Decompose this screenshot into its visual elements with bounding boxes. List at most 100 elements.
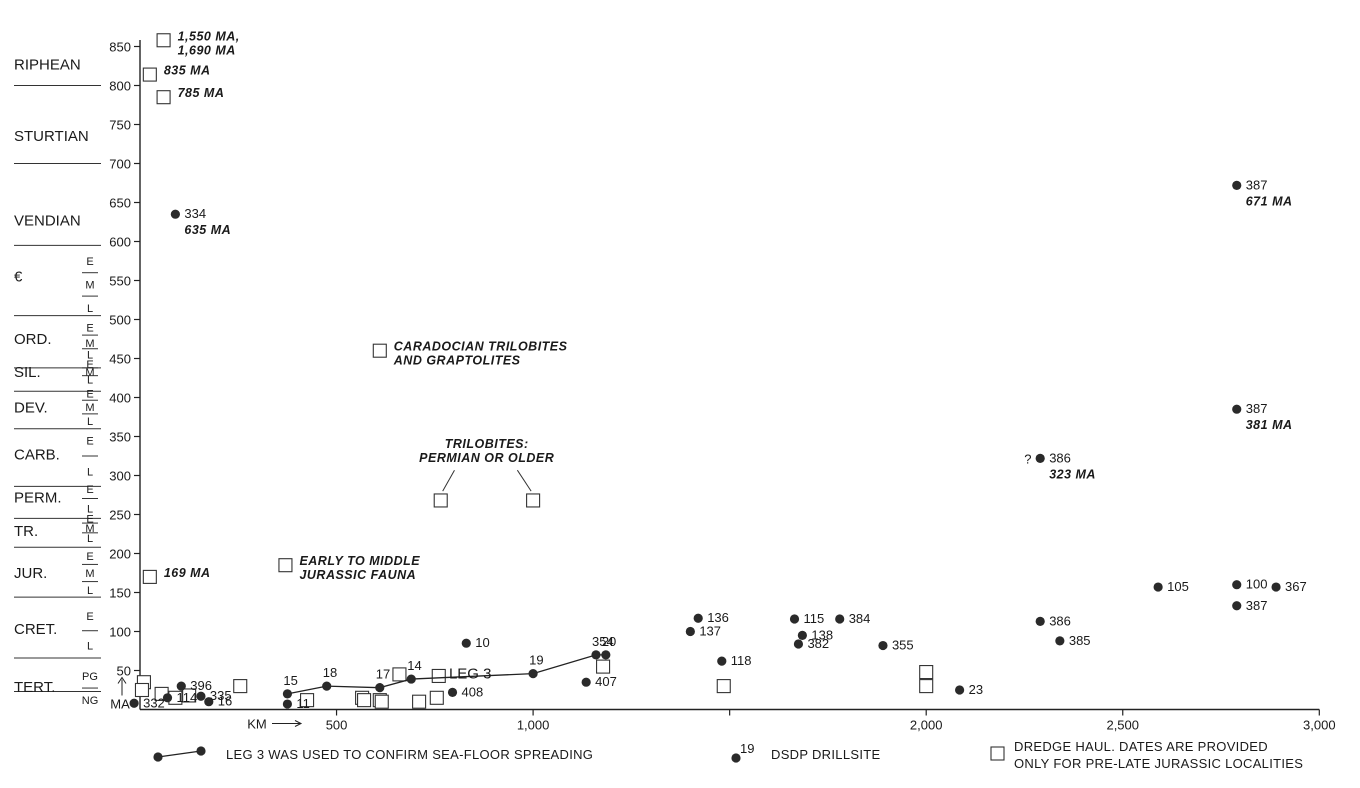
legend-text-drillsite: DSDP DRILLSITE [771, 747, 880, 762]
drillsite-label: 114 [177, 690, 198, 705]
chart-axes: 50 100 150 200 250 300 350 400 450 500 550 600 650 70… [109, 40, 1335, 733]
dredge-haul-label: 1,550 MA, [178, 29, 240, 43]
drillsite-label: 14 [407, 658, 421, 673]
epoch-label: L [87, 303, 93, 315]
epoch-label: M [85, 523, 94, 535]
drillsite-label: 16 [218, 694, 232, 709]
drillsite-label: 334 [184, 206, 206, 221]
drillsite-marker [591, 650, 601, 660]
period-label: RIPHEAN [14, 56, 81, 73]
dredge-haul-marker [392, 667, 407, 682]
drillsite-marker [955, 685, 965, 695]
drillsite-label: 11 [296, 696, 310, 711]
epoch-label: E [86, 359, 93, 371]
drillsite-label: 407 [595, 674, 617, 689]
legend-line-dot [196, 746, 206, 756]
drillsite-marker [528, 669, 538, 679]
drillsite-marker [282, 699, 293, 709]
drillsite-marker [685, 626, 695, 637]
drillsite-label: 355 [892, 638, 914, 653]
drillsite-marker [1232, 180, 1242, 190]
y-tick-label: 600 [109, 235, 131, 250]
dredge-haul-marker [716, 679, 731, 694]
period-label: ORD. [14, 331, 52, 348]
trilobite-annotation: TRILOBITES: [445, 437, 529, 451]
drillsite-marker [793, 639, 804, 649]
epoch-label: E [86, 435, 93, 447]
drillsite-label: 384 [849, 611, 871, 626]
drillsite-label: 387 [1246, 598, 1268, 613]
annotation-arrow [442, 469, 455, 492]
period-label: € [14, 269, 23, 286]
drillsite-label: 332 [143, 695, 165, 710]
drillsite-marker [447, 687, 458, 697]
drillsite-marker [601, 650, 611, 660]
drillsite-marker [581, 677, 591, 687]
x-axis-label: KM [247, 717, 267, 732]
period-label: JUR. [14, 565, 47, 582]
dredge-haul-marker [300, 693, 315, 708]
dredge-haul-marker [596, 659, 611, 674]
dredge-haul-marker [357, 693, 372, 708]
epoch-label: M [85, 338, 94, 350]
drillsite-label: 396 [190, 678, 212, 693]
dredge-haul-marker [134, 682, 150, 698]
dredge-haul-label: 785 MA [178, 86, 225, 100]
legend-line-dot [153, 752, 163, 762]
dredge-haul-label: 1,690 MA [178, 43, 236, 57]
epoch-label: L [87, 375, 93, 387]
drillsite-label: 10 [475, 635, 489, 650]
x-tick-label: 3,000 [1303, 718, 1336, 733]
legend-box-symbol [990, 746, 1005, 761]
epoch-label: L [87, 350, 93, 362]
period-label: TR. [14, 523, 38, 540]
dredge-haul-label: 169 MA [164, 566, 211, 580]
dredge-haul-marker [919, 679, 934, 694]
legend-text-dredge: DREDGE HAUL. DATES ARE PROVIDED [1014, 739, 1268, 754]
x-tick-label: 500 [326, 718, 348, 733]
drillsite-label: 100 [1246, 577, 1268, 592]
drillsite-query-label: ? [1024, 451, 1031, 466]
x-axis-arrowhead [294, 720, 303, 727]
drillsite-marker [322, 681, 332, 691]
y-tick-label: 750 [109, 118, 131, 133]
drillsite-marker [1153, 582, 1163, 592]
period-label: SIL. [14, 364, 41, 381]
drillsite-label: 17 [376, 667, 390, 682]
epoch-label: E [86, 322, 93, 334]
epoch-label: L [87, 533, 93, 545]
drillsite-age-label: 635 MA [184, 223, 231, 237]
y-tick-label: 500 [109, 313, 131, 328]
drillsite-label: 382 [807, 636, 829, 651]
drillsite-label: 105 [1167, 579, 1189, 594]
epoch-label: PG [82, 671, 98, 683]
epoch-label: L [87, 416, 93, 428]
chart-legend: LEG 3 WAS USED TO CONFIRM SEA-FLOOR SPRE… [153, 739, 1303, 771]
drillsite-label: 354 [592, 634, 614, 649]
dredge-haul-marker [526, 493, 541, 508]
drillsite-marker [176, 681, 186, 691]
period-label: VENDIAN [14, 212, 81, 229]
drillsite-label: 385 [1069, 633, 1091, 648]
epoch-label: E [86, 484, 93, 496]
period-label: STURTIAN [14, 128, 89, 145]
epoch-label: M [85, 402, 94, 414]
drillsite-marker [129, 698, 139, 708]
dredge-haul-marker [431, 668, 446, 684]
drillsite-marker [461, 638, 471, 648]
y-tick-label: 650 [109, 196, 131, 211]
period-label: CRET. [14, 621, 57, 638]
trilobite-annotation: PERMIAN OR OLDER [419, 451, 554, 465]
y-tick-label: 50 [117, 664, 131, 679]
dredge-haul-marker [156, 90, 171, 105]
epoch-label: M [85, 279, 94, 291]
drillsite-marker [797, 630, 807, 641]
drillsite-marker [204, 697, 214, 707]
drillsite-label: 408 [462, 684, 484, 699]
drillsite-label: 335 [210, 688, 232, 703]
drillsite-marker [162, 693, 173, 703]
epoch-label: E [86, 513, 93, 525]
epoch-label: L [87, 503, 93, 515]
drillsite-label: 386 [1049, 450, 1071, 465]
drillsite-age-label: 323 MA [1049, 467, 1096, 481]
